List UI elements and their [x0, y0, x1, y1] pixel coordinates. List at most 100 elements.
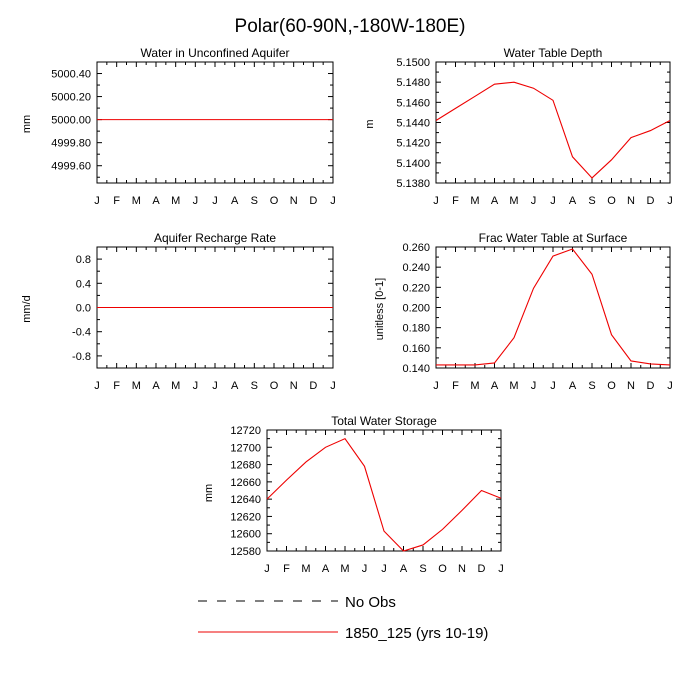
y-tick-label: 5.1500 [396, 57, 430, 69]
y-tick-label: 12640 [230, 494, 261, 506]
x-tick-label: F [283, 563, 290, 575]
x-tick-label: J [193, 195, 199, 207]
x-tick-label: M [509, 380, 518, 392]
plot-frame [435, 246, 671, 369]
x-tick-label: J [193, 380, 199, 392]
x-tick-label: N [458, 563, 466, 575]
x-tick-label: M [340, 563, 349, 575]
y-tick-label: 4999.60 [51, 161, 91, 173]
x-tick-label: M [171, 195, 180, 207]
y-axis-label: mm/d [21, 295, 33, 323]
panel-title: Water in Unconfined Aquifer [141, 46, 290, 60]
x-tick-label: F [113, 195, 120, 207]
x-tick-label: J [498, 563, 504, 575]
series-line [436, 248, 671, 366]
x-tick-label: J [667, 195, 673, 207]
x-tick-label: A [231, 195, 239, 207]
y-tick-label: 5.1380 [396, 178, 430, 190]
y-tick-label: 12700 [230, 442, 261, 454]
y-tick-label: 0.160 [402, 343, 430, 355]
y-tick-label: 0.260 [402, 242, 430, 254]
series-line [435, 81, 671, 179]
panel-total-water-storage: Total Water Storage mm J F M A M J J A S O N D J1258… [203, 414, 504, 575]
y-tick-label: 5.1400 [396, 158, 430, 170]
plot-frame [435, 61, 671, 184]
x-tick-label: J [362, 563, 368, 575]
panel-title: Total Water Storage [331, 414, 437, 428]
panel-title: Frac Water Table at Surface [479, 231, 628, 245]
x-tick-label: J [667, 380, 673, 392]
plot-frame [96, 61, 334, 184]
y-tick-label: -0.8 [72, 351, 91, 363]
x-tick-label: A [569, 380, 577, 392]
y-tick-label: 5.1480 [396, 77, 430, 89]
x-tick-label: J [330, 380, 336, 392]
y-tick-label: 0.0 [76, 303, 91, 315]
x-tick-label: J [433, 380, 439, 392]
panel-title: Aquifer Recharge Rate [154, 231, 276, 245]
x-tick-label: A [231, 380, 239, 392]
x-tick-label: J [550, 195, 556, 207]
x-tick-label: N [627, 195, 635, 207]
y-tick-label: 12600 [230, 529, 261, 541]
x-tick-label: A [491, 380, 499, 392]
y-tick-label: 0.4 [76, 278, 91, 290]
x-tick-label: J [531, 195, 537, 207]
y-tick-label: 5.1460 [396, 97, 430, 109]
y-tick-label: 0.8 [76, 254, 91, 266]
x-tick-label: D [309, 195, 317, 207]
panel-title: Water Table Depth [504, 46, 603, 60]
y-tick-label: 5000.00 [51, 115, 91, 127]
x-tick-label: D [309, 380, 317, 392]
x-tick-label: M [301, 563, 310, 575]
x-tick-label: A [400, 563, 408, 575]
x-tick-label: M [171, 380, 180, 392]
x-tick-label: N [290, 195, 298, 207]
legend-no-obs-label: No Obs [345, 594, 396, 611]
y-axis-label: m [364, 119, 376, 128]
x-tick-label: S [251, 195, 258, 207]
x-tick-label: J [550, 380, 556, 392]
x-tick-label: A [152, 380, 160, 392]
x-tick-label: O [270, 195, 279, 207]
y-tick-label: 0.240 [402, 262, 430, 274]
y-axis-label: mm [203, 484, 215, 502]
y-tick-label: 0.200 [402, 303, 430, 315]
y-tick-label: 12660 [230, 477, 261, 489]
series-line [266, 437, 502, 552]
y-tick-label: 5000.20 [51, 92, 91, 104]
x-tick-label: S [419, 563, 426, 575]
panel-water-table-depth: Water Table Depth m J F M A M J J A S O N D J5.13805… [364, 46, 673, 207]
x-tick-label: F [113, 380, 120, 392]
x-tick-label: J [531, 380, 537, 392]
x-tick-label: S [588, 195, 595, 207]
x-tick-label: M [470, 380, 479, 392]
y-axis-label: mm [21, 115, 33, 133]
x-tick-label: J [330, 195, 336, 207]
x-tick-label: D [647, 195, 655, 207]
y-tick-label: 12720 [230, 425, 261, 437]
x-tick-label: O [607, 195, 616, 207]
y-tick-label: 12580 [230, 546, 261, 558]
x-tick-label: J [433, 195, 439, 207]
x-tick-label: J [212, 195, 218, 207]
y-tick-label: 12680 [230, 460, 261, 472]
x-tick-label: A [569, 195, 577, 207]
x-tick-label: O [607, 380, 616, 392]
figure-title: Polar(60-90N,-180W-180E) [235, 16, 466, 37]
y-tick-label: 0.220 [402, 282, 430, 294]
x-tick-label: J [212, 380, 218, 392]
x-tick-label: M [509, 195, 518, 207]
x-tick-label: J [381, 563, 387, 575]
x-tick-label: F [452, 380, 459, 392]
x-tick-label: M [132, 380, 141, 392]
y-tick-label: 5.1440 [396, 118, 430, 130]
x-tick-label: D [478, 563, 486, 575]
x-tick-label: A [152, 195, 160, 207]
legend: No Obs 1850_125 (yrs 10-19) [198, 594, 488, 642]
x-tick-label: A [322, 563, 330, 575]
x-tick-label: O [270, 380, 279, 392]
